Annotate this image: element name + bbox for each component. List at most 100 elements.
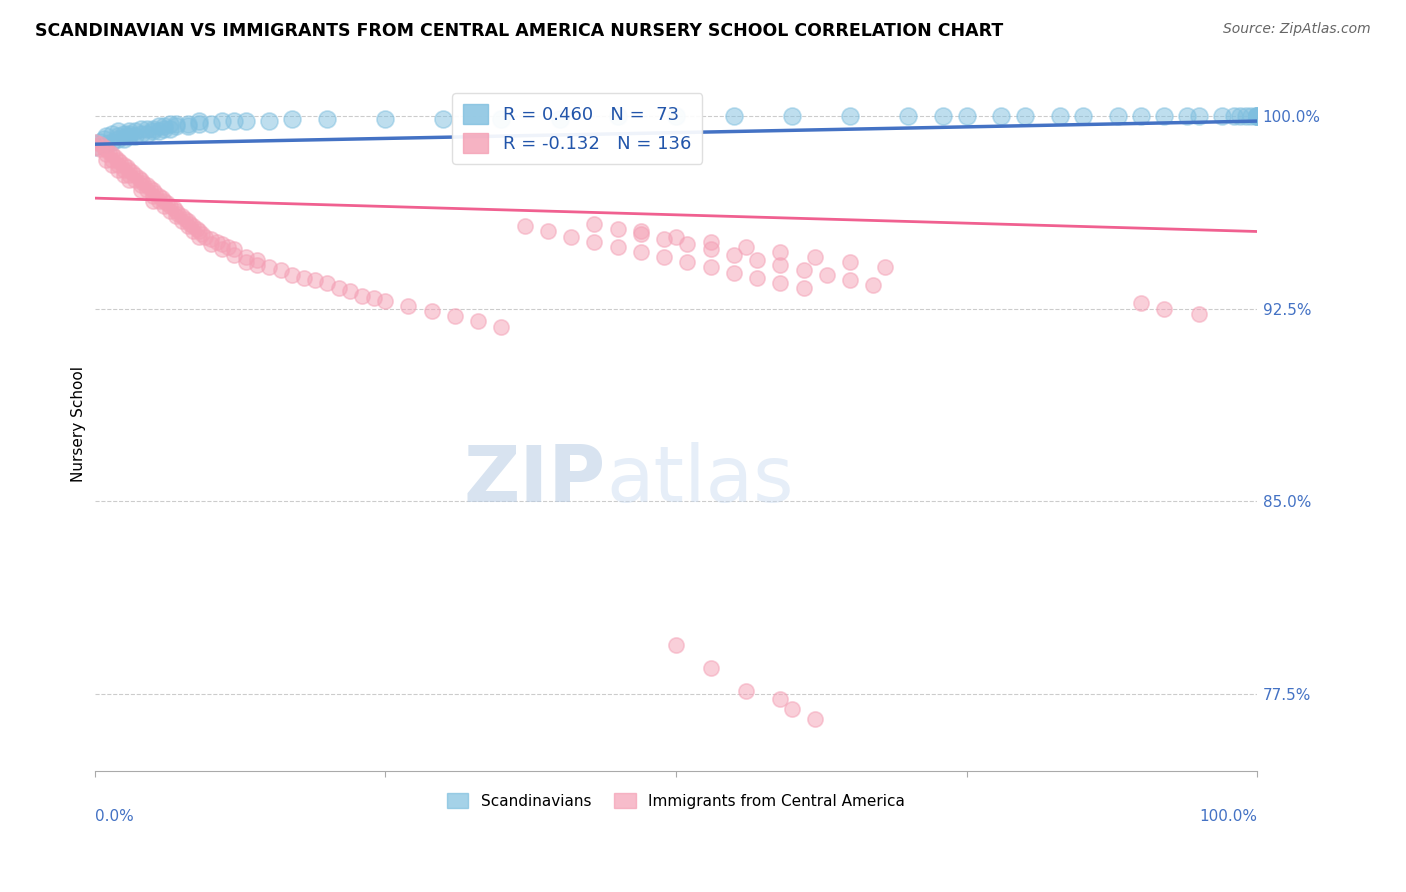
Point bbox=[235, 250, 257, 264]
Point bbox=[176, 120, 198, 134]
Point bbox=[96, 147, 118, 161]
Point bbox=[734, 240, 756, 254]
Point bbox=[769, 276, 792, 290]
Point bbox=[491, 112, 513, 126]
Point bbox=[93, 140, 115, 154]
Point bbox=[115, 161, 138, 175]
Point bbox=[186, 222, 208, 236]
Point bbox=[132, 176, 155, 190]
Point bbox=[270, 263, 292, 277]
Point bbox=[101, 127, 124, 141]
Point bbox=[142, 124, 165, 138]
Point bbox=[112, 168, 135, 182]
Point bbox=[129, 121, 152, 136]
Point bbox=[142, 183, 165, 197]
Point bbox=[747, 252, 769, 267]
Point bbox=[165, 203, 187, 218]
Point bbox=[839, 109, 862, 123]
Point bbox=[1014, 109, 1036, 123]
Point bbox=[723, 266, 745, 280]
Point bbox=[167, 206, 190, 220]
Point bbox=[804, 712, 827, 726]
Point bbox=[165, 120, 187, 134]
Point bbox=[129, 173, 152, 187]
Point bbox=[652, 232, 675, 246]
Point bbox=[1129, 109, 1152, 123]
Point bbox=[188, 114, 211, 128]
Point bbox=[467, 314, 489, 328]
Point bbox=[1246, 109, 1268, 123]
Point bbox=[159, 199, 181, 213]
Legend: Scandinavians, Immigrants from Central America: Scandinavians, Immigrants from Central A… bbox=[441, 788, 911, 815]
Point bbox=[665, 229, 688, 244]
Text: Source: ZipAtlas.com: Source: ZipAtlas.com bbox=[1223, 22, 1371, 37]
Point bbox=[652, 250, 675, 264]
Point bbox=[548, 112, 571, 126]
Point bbox=[101, 153, 124, 167]
Point bbox=[153, 194, 176, 208]
Point bbox=[630, 245, 652, 260]
Point bbox=[700, 243, 723, 257]
Point bbox=[700, 260, 723, 275]
Point bbox=[135, 178, 157, 193]
Point bbox=[153, 199, 176, 213]
Point bbox=[107, 153, 129, 167]
Point bbox=[222, 243, 245, 257]
Point bbox=[513, 219, 536, 234]
Point bbox=[606, 240, 628, 254]
Point bbox=[1223, 109, 1246, 123]
Point bbox=[165, 117, 187, 131]
Point bbox=[135, 183, 157, 197]
Point bbox=[432, 112, 454, 126]
Point bbox=[257, 260, 280, 275]
Point bbox=[606, 109, 628, 123]
Point bbox=[183, 225, 205, 239]
Point bbox=[875, 260, 897, 275]
Point bbox=[188, 117, 211, 131]
Point bbox=[153, 121, 176, 136]
Point bbox=[174, 211, 197, 226]
Point bbox=[135, 121, 157, 136]
Point bbox=[1129, 296, 1152, 310]
Point bbox=[1188, 307, 1211, 321]
Point bbox=[444, 310, 467, 324]
Point bbox=[1107, 109, 1129, 123]
Point bbox=[118, 162, 141, 177]
Point bbox=[129, 183, 152, 197]
Point bbox=[222, 114, 245, 128]
Point bbox=[200, 232, 222, 246]
Point bbox=[159, 203, 181, 218]
Point bbox=[159, 121, 181, 136]
Point bbox=[93, 132, 115, 146]
Point bbox=[124, 168, 146, 182]
Point bbox=[89, 142, 111, 156]
Point bbox=[1153, 109, 1175, 123]
Text: SCANDINAVIAN VS IMMIGRANTS FROM CENTRAL AMERICA NURSERY SCHOOL CORRELATION CHART: SCANDINAVIAN VS IMMIGRANTS FROM CENTRAL … bbox=[35, 22, 1004, 40]
Point bbox=[292, 270, 315, 285]
Point bbox=[162, 202, 184, 216]
Text: 0.0%: 0.0% bbox=[94, 809, 134, 824]
Point bbox=[606, 222, 628, 236]
Point bbox=[96, 142, 118, 156]
Point bbox=[630, 227, 652, 241]
Point bbox=[723, 109, 745, 123]
Point bbox=[148, 120, 170, 134]
Point bbox=[107, 129, 129, 144]
Point bbox=[156, 196, 179, 211]
Point bbox=[143, 186, 166, 200]
Text: atlas: atlas bbox=[606, 442, 793, 517]
Point bbox=[700, 235, 723, 249]
Point bbox=[316, 276, 339, 290]
Point bbox=[676, 255, 699, 269]
Point bbox=[420, 304, 443, 318]
Point bbox=[101, 135, 124, 149]
Point bbox=[780, 702, 803, 716]
Point bbox=[194, 229, 217, 244]
Point bbox=[190, 227, 212, 241]
Point bbox=[793, 263, 815, 277]
Point bbox=[170, 209, 193, 223]
Point bbox=[118, 168, 141, 182]
Point bbox=[83, 140, 105, 154]
Point bbox=[537, 225, 560, 239]
Point bbox=[769, 258, 792, 272]
